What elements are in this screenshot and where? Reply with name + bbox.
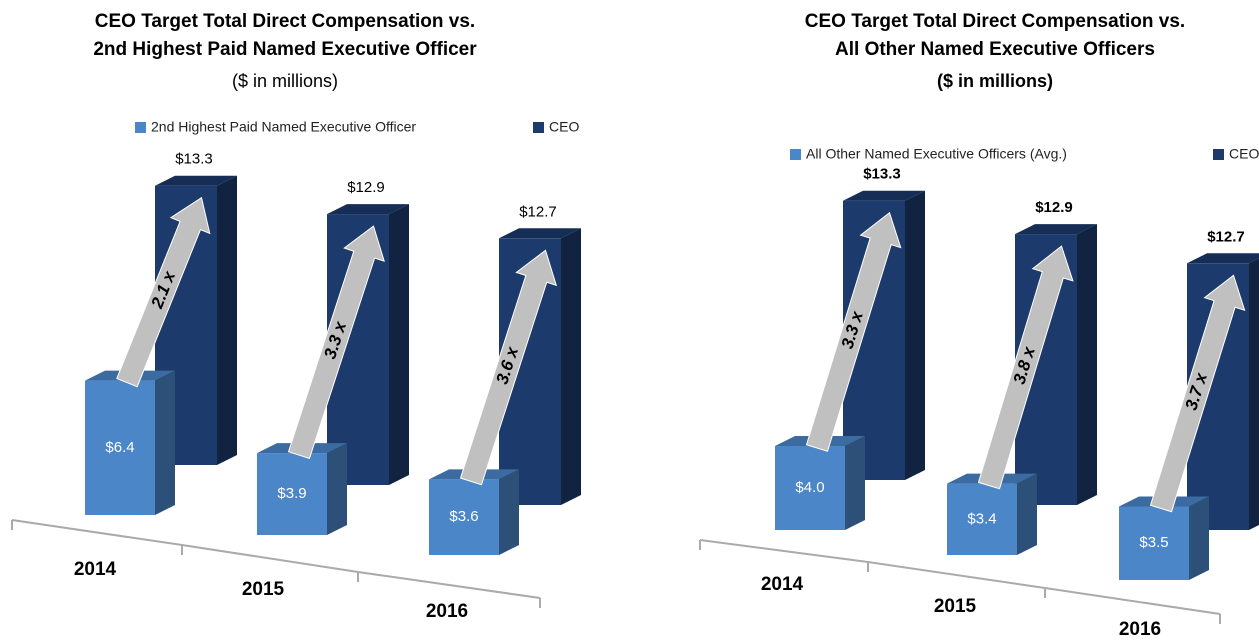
value-label: $3.4 bbox=[967, 510, 996, 527]
ratio-arrow bbox=[977, 245, 1074, 490]
x-tick-label: 2016 bbox=[1119, 619, 1161, 640]
chart-subtitle: ($ in millions) bbox=[937, 71, 1053, 91]
value-label: $12.7 bbox=[519, 203, 557, 220]
bar bbox=[1119, 506, 1189, 580]
bar bbox=[775, 446, 845, 530]
legend-swatch bbox=[790, 149, 801, 160]
bar-top bbox=[499, 228, 581, 239]
bar-side bbox=[845, 436, 865, 530]
chart-subtitle: ($ in millions) bbox=[232, 71, 338, 91]
value-label: $3.6 bbox=[449, 508, 478, 525]
bar bbox=[85, 380, 155, 515]
bar-side bbox=[1249, 258, 1259, 530]
legend-swatch bbox=[135, 122, 146, 133]
bar-side bbox=[327, 443, 347, 535]
bar-side bbox=[499, 469, 519, 555]
value-label: $12.9 bbox=[347, 179, 385, 196]
bar-side bbox=[1189, 496, 1209, 580]
value-label: $6.4 bbox=[105, 439, 134, 456]
bar-top bbox=[843, 190, 925, 201]
bar-side bbox=[1077, 224, 1097, 505]
x-tick-label: 2015 bbox=[242, 579, 285, 600]
value-label: $12.9 bbox=[1035, 199, 1073, 216]
bar-top bbox=[1015, 224, 1097, 235]
chart-title: 2nd Highest Paid Named Executive Officer bbox=[93, 39, 477, 60]
bar-side bbox=[389, 204, 409, 485]
ratio-arrow bbox=[805, 211, 902, 452]
legend-label: CEO bbox=[549, 119, 579, 135]
legend-label: All Other Named Executive Officers (Avg.… bbox=[806, 146, 1067, 162]
chart-title: CEO Target Total Direct Compensation vs. bbox=[95, 11, 475, 32]
value-label: $3.9 bbox=[277, 485, 306, 502]
value-label: $3.5 bbox=[1139, 534, 1168, 551]
value-label: $4.0 bbox=[795, 479, 824, 496]
bar-side bbox=[905, 190, 925, 480]
x-tick-label: 2016 bbox=[426, 601, 468, 622]
legend-swatch bbox=[533, 122, 544, 133]
legend-label: CEO bbox=[1229, 146, 1259, 162]
value-label: $12.7 bbox=[1207, 228, 1245, 245]
bar-side bbox=[1017, 473, 1037, 555]
bar-top bbox=[327, 204, 409, 215]
bar bbox=[257, 453, 327, 535]
axis-line bbox=[11, 519, 541, 599]
bar bbox=[947, 483, 1017, 555]
legend-swatch bbox=[1213, 149, 1224, 160]
ratio-arrow bbox=[116, 196, 211, 388]
value-label: $13.3 bbox=[863, 166, 901, 183]
ratio-arrow bbox=[1149, 274, 1246, 513]
value-label: $13.3 bbox=[175, 151, 213, 168]
x-tick-label: 2014 bbox=[74, 559, 117, 580]
bar-top bbox=[155, 175, 237, 186]
bar-side bbox=[561, 228, 581, 506]
ratio-arrow bbox=[459, 249, 558, 486]
x-tick-label: 2014 bbox=[761, 574, 804, 595]
ratio-arrow bbox=[287, 225, 385, 460]
x-tick-label: 2015 bbox=[934, 596, 977, 617]
chart-title: CEO Target Total Direct Compensation vs. bbox=[805, 11, 1185, 32]
bar bbox=[429, 479, 499, 555]
bar-side bbox=[155, 370, 175, 515]
chart-title: All Other Named Executive Officers bbox=[835, 39, 1155, 60]
bar-top bbox=[1187, 253, 1259, 264]
bar-side bbox=[217, 175, 237, 465]
axis-line bbox=[699, 539, 1221, 615]
legend-label: 2nd Highest Paid Named Executive Officer bbox=[151, 119, 416, 135]
